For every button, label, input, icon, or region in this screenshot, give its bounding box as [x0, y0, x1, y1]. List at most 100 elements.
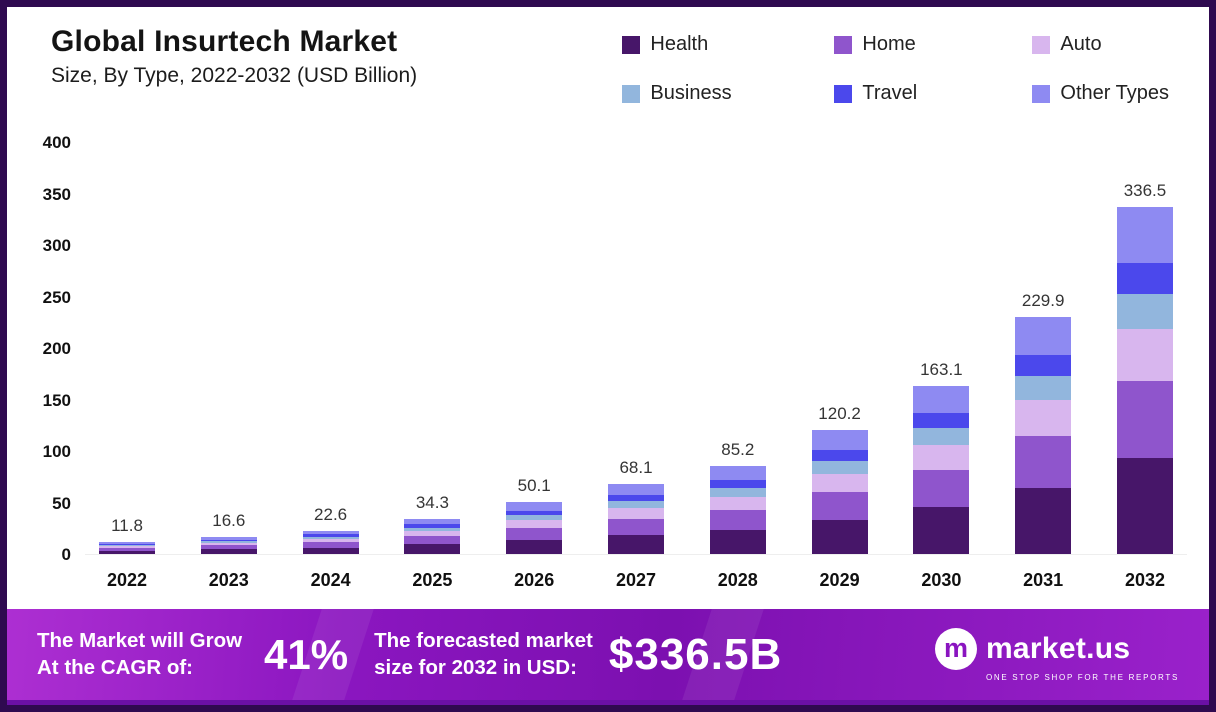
bar-segment-travel: [1116, 263, 1173, 295]
legend-item-auto: Auto: [1032, 33, 1169, 56]
stacked-bar: [404, 518, 461, 554]
bar-segment-other-types: [506, 502, 563, 511]
cagr-banner: The Market will Grow At the CAGR of: 41%…: [7, 609, 1209, 705]
y-axis-tick-label: 50: [52, 493, 71, 513]
bar-segment-business: [607, 501, 664, 509]
bar-segment-health: [1015, 488, 1072, 554]
bar-segment-auto: [913, 444, 970, 470]
bar-segment-business: [1116, 294, 1173, 330]
y-axis-tick-label: 400: [42, 133, 71, 152]
bar-group: 120.2 2029: [811, 142, 868, 590]
bar-group: 34.3 2025: [404, 142, 461, 590]
bar-segment-auto: [709, 497, 766, 511]
page-title: Global Insurtech Market: [51, 25, 398, 58]
bar-group: 229.9 2031: [1015, 142, 1072, 590]
x-axis-label: 2031: [1023, 570, 1064, 590]
bar-segment-other-types: [1015, 317, 1072, 356]
plot-area: 11.8 2022 16.6 2023 22.6 2024 34.3 2025 50.1 2026…: [85, 142, 1187, 590]
bar-segment-home: [607, 518, 664, 535]
legend-item-other-types: Other Types: [1032, 82, 1169, 105]
forecast-label-line2: size for 2032 in USD:: [374, 655, 577, 679]
legend-label: Home: [862, 33, 916, 55]
bar-segment-business: [506, 515, 563, 521]
bar-segment-travel: [607, 495, 664, 502]
bar-total-label: 22.6: [314, 504, 348, 524]
y-axis-tick-label: 250: [42, 287, 71, 307]
x-axis-label: 2023: [208, 570, 249, 590]
bar-segment-auto: [99, 546, 155, 548]
bar-segment-business: [811, 461, 868, 474]
bar-segment-home: [1015, 435, 1072, 489]
bar-total-label: 11.8: [111, 515, 143, 535]
x-axis-label: 2022: [106, 570, 148, 590]
bar-segment-home: [709, 510, 766, 530]
legend-swatch-icon: [834, 35, 853, 54]
bar-segment-health: [302, 547, 359, 554]
bar-segment-health: [811, 519, 868, 554]
legend-swatch-icon: [622, 35, 641, 54]
bar-segment-travel: [913, 413, 970, 428]
bar-segment-other-types: [607, 483, 664, 496]
legend-item-health: Health: [622, 33, 834, 56]
bar-segment-health: [1116, 458, 1173, 554]
bar-total-label: 163.1: [920, 360, 963, 380]
bar-total-label: 229.9: [1021, 291, 1065, 311]
bar-segment-auto: [506, 520, 563, 529]
legend-label: Auto: [1060, 33, 1102, 55]
bar-segment-home: [99, 547, 155, 551]
cagr-value: 41%: [264, 630, 349, 678]
bar-segment-home: [200, 545, 257, 550]
bar-segment-auto: [811, 473, 868, 493]
bar-segment-business: [200, 541, 257, 543]
bar-segment-auto: [302, 538, 359, 543]
bar-total-label: 50.1: [517, 476, 551, 496]
legend-label: Other Types: [1060, 82, 1169, 104]
legend: Health Home Auto Business Travel Other T…: [622, 33, 1169, 105]
bar-segment-auto: [1015, 400, 1072, 436]
legend-label: Health: [650, 33, 709, 55]
bar-segment-home: [913, 469, 970, 508]
brand-logo: m market.us ONE STOP SHOP FOR THE REPORT…: [934, 627, 1179, 682]
stacked-bar: [1116, 207, 1173, 554]
legend-label: Travel: [862, 82, 918, 104]
bar-total-label: 16.6: [212, 510, 246, 530]
x-axis-label: 2028: [717, 570, 758, 590]
bar-segment-travel: [404, 524, 461, 528]
forecast-label: The forecasted market size for 2032 in U…: [374, 628, 593, 681]
title-block: Global Insurtech Market Size, By Type, 2…: [51, 25, 417, 105]
bar-segment-home: [302, 542, 359, 548]
legend-swatch-icon: [622, 84, 641, 103]
bar-segment-travel: [709, 480, 766, 489]
bar-segment-other-types: [913, 386, 970, 413]
bar-segment-business: [709, 488, 766, 498]
x-axis-label: 2032: [1124, 570, 1165, 590]
bar-segment-health: [506, 539, 563, 554]
bar-total-label: 68.1: [619, 457, 653, 477]
bar-segment-other-types: [709, 466, 766, 481]
legend-swatch-icon: [1032, 84, 1051, 103]
x-axis-label: 2027: [615, 570, 656, 590]
cagr-label-line1: The Market will Grow: [37, 628, 243, 652]
stacked-bar: [99, 541, 155, 554]
bar-segment-other-types: [811, 430, 868, 451]
bar-segment-health: [913, 507, 970, 554]
bar-segment-home: [811, 492, 868, 520]
bar-segment-home: [404, 536, 461, 545]
y-axis-tick-label: 300: [42, 236, 71, 255]
bar-segment-health: [607, 534, 664, 554]
page-subtitle: Size, By Type, 2022-2032 (USD Billion): [51, 64, 418, 87]
legend-swatch-icon: [1032, 35, 1051, 54]
cagr-label: The Market will Grow At the CAGR of:: [37, 628, 242, 681]
legend-swatch-icon: [834, 84, 853, 103]
x-axis-label: 2024: [310, 570, 351, 590]
x-axis-label: 2026: [514, 570, 555, 590]
bar-group: 163.1 2030: [913, 142, 970, 590]
bar-segment-other-types: [99, 541, 155, 544]
bar-segment-travel: [1015, 355, 1072, 377]
legend-label: Business: [650, 82, 732, 104]
stacked-bar: [1015, 317, 1072, 554]
stacked-bar: [506, 502, 563, 554]
bar-group: 16.6 2023: [200, 142, 257, 590]
bar-total-label: 85.2: [721, 440, 755, 460]
